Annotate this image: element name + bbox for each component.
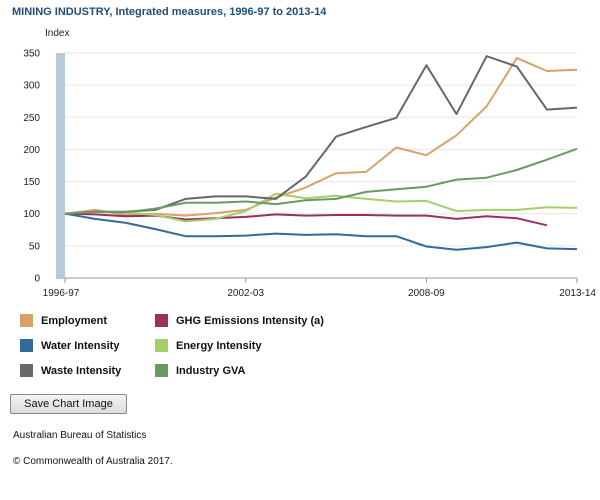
y-tick-label: 200 <box>23 145 40 156</box>
y-tick-label: 100 <box>23 209 40 220</box>
legend-swatch <box>155 364 168 377</box>
series-line-ghg-emissions-intensity-a[interactable] <box>64 212 548 227</box>
x-tick-label: 2002-03 <box>227 288 264 299</box>
x-tick-label: 2008-09 <box>408 288 445 299</box>
legend-label: GHG Emissions Intensity (a) <box>176 314 324 327</box>
y-axis-scrollbar[interactable] <box>56 53 65 279</box>
legend-item-industry-gva[interactable]: Industry GVA <box>155 364 245 377</box>
line-chart: 0 50 100 150 200 250 300 350 1996-97 2002-03 2008-… <box>23 49 596 300</box>
legend-item-employment[interactable]: Employment <box>20 314 107 327</box>
save-chart-image-button[interactable]: Save Chart Image <box>10 394 127 414</box>
legend-label: Industry GVA <box>176 364 246 377</box>
legend-label: Waste Intensity <box>41 364 122 377</box>
legend-item-water-intensity[interactable]: Water Intensity <box>20 339 119 352</box>
x-tick-label: 2013-14 <box>559 288 596 299</box>
series-line-employment[interactable] <box>64 57 578 217</box>
source-text: Australian Bureau of Statistics <box>13 430 147 441</box>
x-tick-label: 1996-97 <box>43 288 80 299</box>
legend-label: Employment <box>41 314 108 327</box>
legend-label: Energy Intensity <box>176 339 262 352</box>
y-tick-label: 350 <box>23 49 40 60</box>
y-tick-label: 250 <box>23 113 40 124</box>
y-tick-label: 300 <box>23 81 40 92</box>
legend-item-waste-intensity[interactable]: Waste Intensity <box>20 364 121 377</box>
y-axis-label: Index <box>45 28 70 39</box>
series-line-waste-intensity[interactable] <box>64 55 578 215</box>
legend-swatch <box>155 314 168 327</box>
legend-item-ghg-emissions-intensity-a[interactable]: GHG Emissions Intensity (a) <box>155 314 324 327</box>
legend-label: Water Intensity <box>41 339 120 352</box>
y-tick-label: 150 <box>23 177 40 188</box>
legend-swatch <box>155 339 168 352</box>
legend-swatch <box>20 364 33 377</box>
chart-title: MINING INDUSTRY, Integrated measures, 19… <box>12 6 327 18</box>
copyright-text: © Commonwealth of Australia 2017. <box>13 456 173 467</box>
legend-swatch <box>20 314 33 327</box>
series-line-energy-intensity[interactable] <box>64 192 578 223</box>
legend-item-energy-intensity[interactable]: Energy Intensity <box>155 339 262 352</box>
y-tick-label: 0 <box>34 274 40 285</box>
series-line-water-intensity[interactable] <box>64 212 578 251</box>
y-tick-label: 50 <box>29 241 41 252</box>
series-line-industry-gva[interactable] <box>64 147 578 215</box>
legend-swatch <box>20 339 33 352</box>
